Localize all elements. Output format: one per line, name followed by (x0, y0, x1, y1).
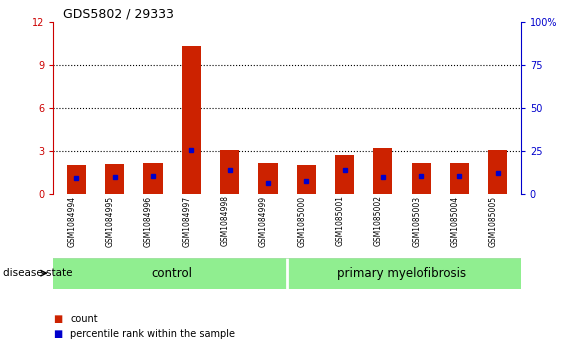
Text: percentile rank within the sample: percentile rank within the sample (70, 329, 235, 339)
Text: ■: ■ (53, 329, 62, 339)
Text: GSM1085004: GSM1085004 (450, 195, 459, 246)
Text: primary myelofibrosis: primary myelofibrosis (337, 267, 467, 280)
Text: GSM1085002: GSM1085002 (374, 195, 383, 246)
Text: GSM1084995: GSM1084995 (106, 195, 115, 246)
Bar (335, 155, 354, 194)
Bar (67, 166, 86, 194)
Bar (258, 163, 278, 194)
Bar (220, 150, 239, 194)
Bar (412, 163, 431, 194)
Text: GSM1084999: GSM1084999 (259, 195, 268, 246)
Bar (182, 46, 201, 194)
Text: disease state: disease state (3, 268, 72, 278)
Text: GSM1085003: GSM1085003 (412, 195, 421, 246)
Bar (105, 164, 124, 194)
Bar (450, 163, 469, 194)
Bar (297, 166, 316, 194)
Text: GSM1084997: GSM1084997 (182, 195, 191, 246)
Text: ■: ■ (53, 314, 62, 325)
Text: GSM1084998: GSM1084998 (221, 195, 230, 246)
Text: control: control (151, 267, 193, 280)
Text: count: count (70, 314, 98, 325)
Text: GSM1084996: GSM1084996 (144, 195, 153, 246)
Text: GSM1085005: GSM1085005 (489, 195, 498, 246)
Bar (373, 148, 392, 194)
Text: GSM1085000: GSM1085000 (297, 195, 306, 246)
Bar (144, 163, 163, 194)
Text: GSM1084994: GSM1084994 (68, 195, 77, 246)
Text: GSM1085001: GSM1085001 (336, 195, 345, 246)
Bar (488, 150, 507, 194)
Text: GDS5802 / 29333: GDS5802 / 29333 (63, 8, 174, 21)
